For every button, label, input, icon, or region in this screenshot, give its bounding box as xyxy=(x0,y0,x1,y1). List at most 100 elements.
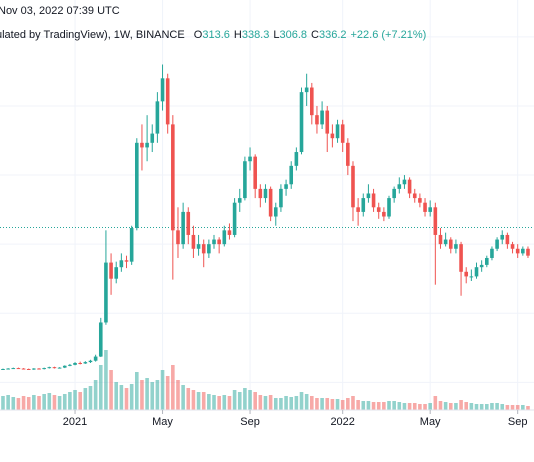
volume-bar xyxy=(140,380,144,410)
candle-body xyxy=(11,368,16,370)
volume-bar xyxy=(217,396,221,410)
volume-bar xyxy=(351,396,355,410)
volume-bar xyxy=(320,398,324,410)
candles xyxy=(1,64,530,370)
candle-body xyxy=(433,207,438,235)
candle-body xyxy=(62,365,67,368)
candle-body xyxy=(490,248,494,258)
candle-body xyxy=(387,198,391,217)
volume-bar xyxy=(464,402,469,410)
candle-body xyxy=(73,363,77,365)
volume-bar xyxy=(479,404,484,410)
candle-body xyxy=(315,115,319,125)
volume-bar xyxy=(186,388,191,410)
volume-bar xyxy=(145,378,149,410)
volume-bar xyxy=(124,388,129,410)
volume-bar xyxy=(443,402,448,410)
symbol-legend: ulated by TradingView), 1W, BINANCE O313… xyxy=(0,29,426,41)
volume-bar xyxy=(26,397,31,410)
volume-bar xyxy=(165,376,170,410)
candle-body xyxy=(273,207,278,217)
volume-bar xyxy=(268,395,273,410)
volume-bar xyxy=(325,398,330,410)
volume-bar xyxy=(119,385,124,410)
volume-bar xyxy=(294,396,299,410)
ohlc-label: L xyxy=(273,29,279,41)
candle-body xyxy=(68,364,72,366)
candle-body xyxy=(201,244,206,254)
volume-bar xyxy=(21,396,26,410)
candle-body xyxy=(376,207,381,212)
volume-bar xyxy=(83,388,88,410)
time-axis: 2021 May Sep 2022 May Sep xyxy=(63,410,528,428)
volume-bar xyxy=(490,403,494,410)
candle-body xyxy=(515,248,520,254)
volume-bar xyxy=(330,399,335,410)
volume-bar xyxy=(356,400,360,410)
volume-bar xyxy=(371,402,376,410)
candle-body xyxy=(124,260,129,262)
ohlc-value: 338.3 xyxy=(242,29,270,41)
volume-bar xyxy=(433,396,438,410)
volume-bar xyxy=(212,395,216,410)
volume-bar xyxy=(181,385,185,410)
candle-body xyxy=(268,188,273,217)
candle-body xyxy=(495,239,499,249)
volume-bar xyxy=(500,404,505,410)
volume-bar xyxy=(237,392,242,410)
volume-bar xyxy=(402,403,407,410)
volume-bar xyxy=(16,398,21,410)
candle-body xyxy=(253,156,257,189)
volume-bar xyxy=(495,403,499,410)
volume-bar xyxy=(196,392,201,410)
candle-body xyxy=(428,207,432,212)
candle-body xyxy=(500,234,505,240)
candle-body xyxy=(217,239,221,245)
volume-bar xyxy=(93,380,98,410)
candle-body xyxy=(371,193,376,208)
volume-bar xyxy=(114,382,119,410)
volume-bar xyxy=(68,392,72,410)
x-tick-label: Sep xyxy=(508,416,528,428)
volume-bar xyxy=(310,396,314,410)
candle-body xyxy=(135,142,139,229)
candle-body xyxy=(47,367,52,369)
volume-bar xyxy=(11,397,16,410)
candle-body xyxy=(485,257,489,265)
volume-bar xyxy=(207,394,211,410)
candle-body xyxy=(196,244,201,249)
candle-body xyxy=(16,368,21,370)
candle-body xyxy=(57,367,62,369)
volume-bar xyxy=(510,405,515,410)
ohlc-value: 336.2 xyxy=(319,29,347,41)
x-tick-label: May xyxy=(420,416,441,428)
volume-bar xyxy=(521,405,525,410)
candle-body xyxy=(474,267,479,277)
x-tick-label: Sep xyxy=(240,416,260,428)
volume-bar xyxy=(485,404,489,410)
candle-body xyxy=(263,188,268,199)
volume-bar xyxy=(176,380,180,410)
candle-body xyxy=(310,87,314,116)
candle-body xyxy=(521,248,525,254)
candle-body xyxy=(469,276,474,278)
volume-bar xyxy=(150,382,155,410)
volume-bar xyxy=(160,370,165,410)
candle-body xyxy=(21,368,26,370)
candle-body xyxy=(37,368,41,370)
candle-body xyxy=(330,133,335,139)
candle-body xyxy=(454,244,458,249)
volume-bar xyxy=(37,396,41,410)
candle-body xyxy=(227,230,232,235)
candle-body xyxy=(181,211,185,245)
volume-bar xyxy=(284,396,288,410)
volume-bar xyxy=(382,402,386,410)
volume-bar xyxy=(340,400,345,410)
candle-body xyxy=(335,124,340,139)
candle-body xyxy=(510,244,515,249)
candle-body xyxy=(346,142,350,166)
volume-bar xyxy=(315,398,319,410)
volume-bar xyxy=(526,406,530,410)
volume-bar xyxy=(515,405,520,410)
